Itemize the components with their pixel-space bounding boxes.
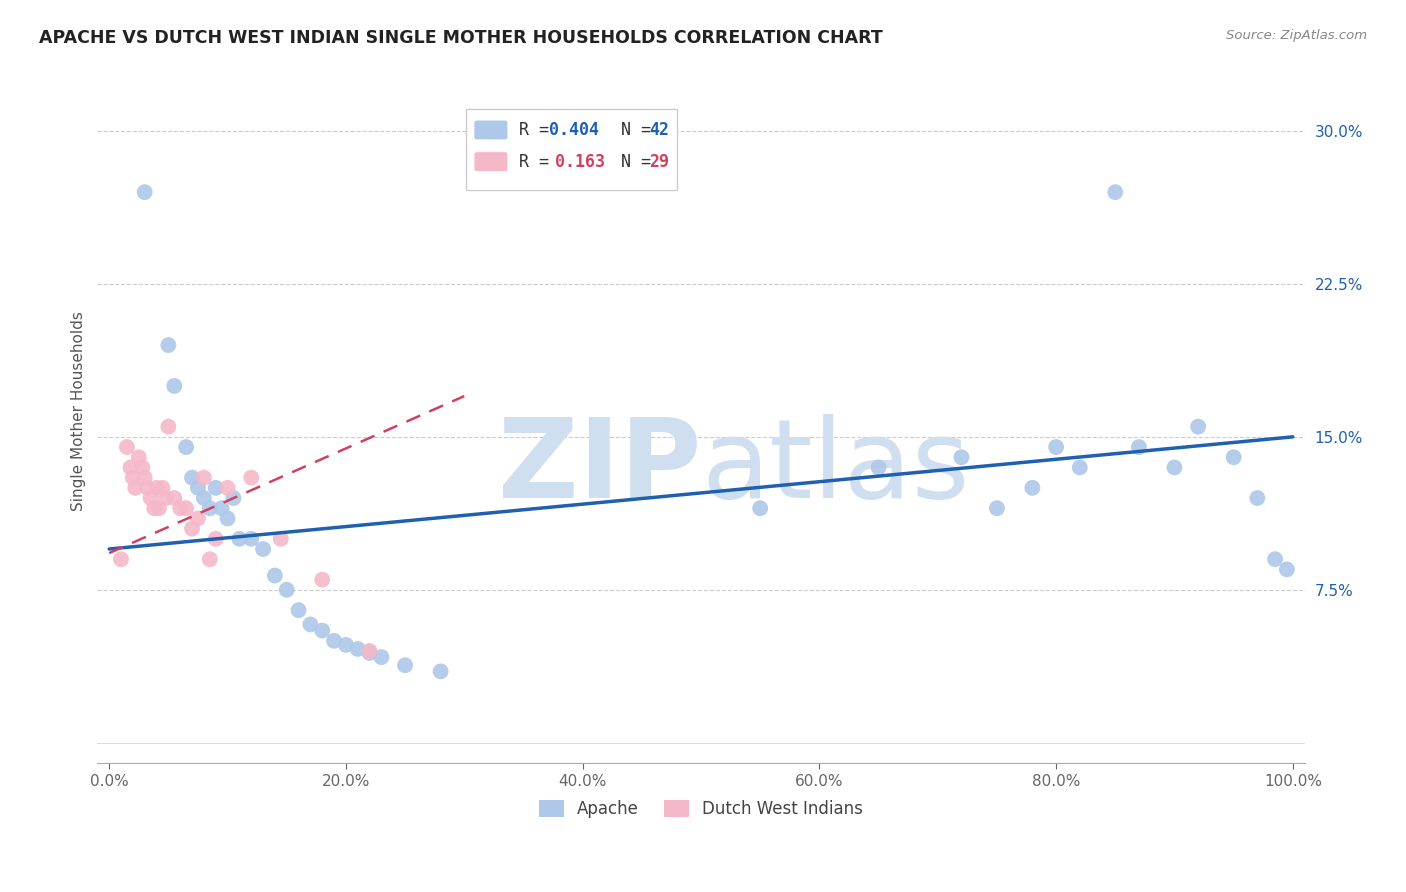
Text: atlas: atlas xyxy=(702,414,970,521)
Point xyxy=(120,460,142,475)
Y-axis label: Single Mother Households: Single Mother Households xyxy=(72,311,86,511)
Point xyxy=(1128,440,1150,454)
Point xyxy=(169,501,191,516)
Point xyxy=(429,665,451,679)
Text: 42: 42 xyxy=(650,121,669,139)
Point xyxy=(1275,562,1298,576)
Point xyxy=(370,650,392,665)
Point xyxy=(276,582,298,597)
Point xyxy=(986,501,1008,516)
Point xyxy=(1222,450,1244,465)
Text: Source: ZipAtlas.com: Source: ZipAtlas.com xyxy=(1226,29,1367,42)
Text: R =: R = xyxy=(519,153,568,170)
Point xyxy=(1246,491,1268,505)
Point xyxy=(163,491,186,505)
Point xyxy=(181,522,204,536)
Text: R =: R = xyxy=(519,121,558,139)
Point xyxy=(204,481,226,495)
Point xyxy=(950,450,973,465)
Point xyxy=(124,481,146,495)
Point xyxy=(134,470,156,484)
Point xyxy=(868,460,890,475)
Point xyxy=(252,541,274,556)
Point xyxy=(311,624,333,638)
Point xyxy=(1163,460,1185,475)
Point xyxy=(1264,552,1286,566)
Text: N =: N = xyxy=(600,153,661,170)
Point xyxy=(1069,460,1091,475)
FancyBboxPatch shape xyxy=(474,152,508,171)
FancyBboxPatch shape xyxy=(474,120,508,140)
Text: 0.163: 0.163 xyxy=(555,153,605,170)
Point xyxy=(157,419,180,434)
Point xyxy=(198,501,221,516)
Point xyxy=(311,573,333,587)
Point xyxy=(110,552,132,566)
Point xyxy=(217,511,239,525)
Point xyxy=(359,644,381,658)
Point xyxy=(264,568,287,582)
Legend: Apache, Dutch West Indians: Apache, Dutch West Indians xyxy=(531,794,870,825)
Point xyxy=(346,642,368,657)
Point xyxy=(299,617,322,632)
Point xyxy=(323,633,346,648)
Point xyxy=(193,491,215,505)
Point xyxy=(174,501,197,516)
Point xyxy=(145,481,167,495)
Point xyxy=(143,501,166,516)
Point xyxy=(1021,481,1043,495)
Point xyxy=(152,481,174,495)
FancyBboxPatch shape xyxy=(465,109,676,190)
Text: 29: 29 xyxy=(650,153,669,170)
Point xyxy=(228,532,250,546)
Point xyxy=(163,379,186,393)
Point xyxy=(394,658,416,673)
Point xyxy=(115,440,138,454)
Text: ZIP: ZIP xyxy=(498,414,702,521)
Point xyxy=(174,440,197,454)
Point xyxy=(359,646,381,660)
Text: APACHE VS DUTCH WEST INDIAN SINGLE MOTHER HOUSEHOLDS CORRELATION CHART: APACHE VS DUTCH WEST INDIAN SINGLE MOTHE… xyxy=(39,29,883,46)
Point xyxy=(187,511,209,525)
Point xyxy=(335,638,357,652)
Point xyxy=(136,481,159,495)
Point xyxy=(217,481,239,495)
Text: 0.404: 0.404 xyxy=(548,121,599,139)
Point xyxy=(121,470,143,484)
Point xyxy=(128,450,150,465)
Point xyxy=(270,532,292,546)
Point xyxy=(1187,419,1209,434)
Point xyxy=(211,501,233,516)
Point xyxy=(222,491,245,505)
Point xyxy=(240,532,263,546)
Point xyxy=(181,470,204,484)
Point xyxy=(157,338,180,352)
Point xyxy=(148,501,170,516)
Point xyxy=(240,470,263,484)
Point xyxy=(155,491,177,505)
Point xyxy=(187,481,209,495)
Point xyxy=(1104,185,1126,199)
Point xyxy=(1045,440,1067,454)
Point xyxy=(139,491,162,505)
Point xyxy=(131,460,153,475)
Point xyxy=(198,552,221,566)
Point xyxy=(134,185,156,199)
Point xyxy=(204,532,226,546)
Point xyxy=(287,603,309,617)
Point xyxy=(193,470,215,484)
Text: N =: N = xyxy=(600,121,661,139)
Point xyxy=(749,501,772,516)
